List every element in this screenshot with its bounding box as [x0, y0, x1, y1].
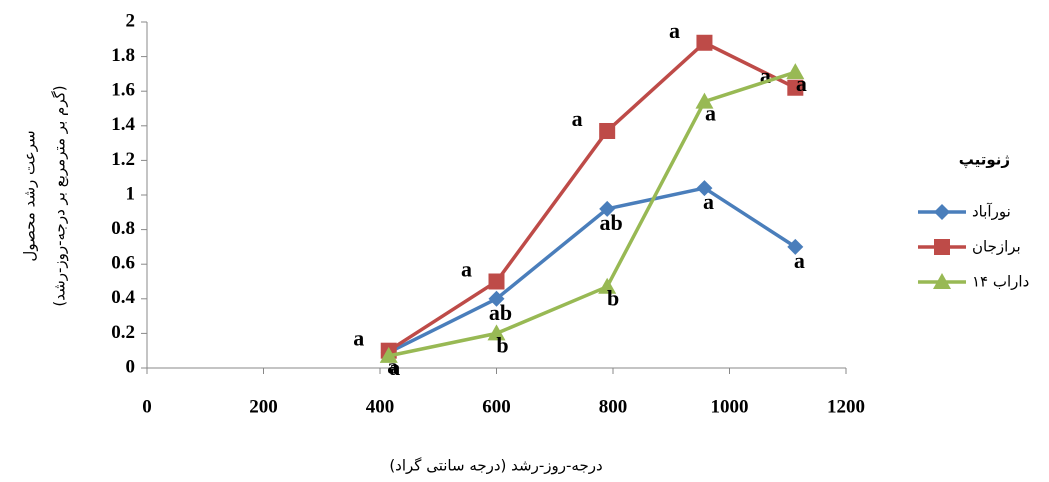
significance-letter: a	[705, 101, 716, 126]
point	[787, 79, 804, 96]
legend-label: نورآباد	[972, 203, 1011, 221]
point	[488, 290, 505, 307]
y-axis-label: سرعت رشد محصول	[21, 130, 39, 261]
significance-letter: ab	[600, 210, 623, 235]
significance-letter: b	[607, 286, 619, 311]
point	[696, 34, 713, 51]
significance-letter: a	[796, 71, 807, 96]
significance-letter: a	[669, 18, 680, 43]
x-tick-label: 1200	[827, 396, 865, 417]
significance-letter: a	[760, 63, 771, 88]
y-tick-label: 1.8	[111, 45, 135, 66]
y-tick-label: 1	[126, 183, 136, 204]
y-tick-label: 2	[126, 10, 136, 31]
point	[787, 238, 804, 255]
x-tick-label: 0	[142, 396, 152, 417]
x-tick-label: 800	[599, 396, 628, 417]
y-axis-label: (گرم بر مترمربع بر درجه-روز-رشد)	[51, 85, 69, 306]
point	[488, 273, 505, 290]
point	[786, 63, 805, 80]
point	[598, 277, 617, 294]
point	[487, 324, 506, 341]
y-tick-label: 0.6	[111, 253, 135, 274]
y-tick-label: 0	[126, 356, 136, 377]
point	[599, 122, 616, 139]
series-line	[387, 40, 797, 353]
point	[379, 346, 398, 363]
significance-letter: a	[353, 326, 364, 351]
legend-marker	[933, 273, 951, 289]
point	[599, 200, 616, 217]
point	[695, 92, 714, 109]
significance-letter: a	[461, 257, 472, 282]
legend-label: داراب ۱۴	[972, 273, 1029, 291]
y-tick-label: 0.8	[111, 218, 135, 239]
significance-letter: a	[389, 355, 400, 380]
x-axis-label: درجه-روز-رشد (درجه سانتی گراد)	[389, 457, 602, 475]
y-tick-label: 1.4	[111, 114, 135, 135]
x-tick-label: 600	[482, 396, 511, 417]
y-tick-label: 1.6	[111, 80, 135, 101]
y-tick-label: 0.2	[111, 322, 135, 343]
significance-letter: a	[387, 353, 398, 378]
point	[696, 180, 713, 197]
y-tick-label: 1.2	[111, 149, 135, 170]
legend-title: ژنوتیپ	[959, 151, 1010, 169]
significance-letter: a	[703, 189, 714, 214]
legend-marker	[934, 239, 950, 255]
y-tick-label: 0.4	[111, 287, 135, 308]
significance-letter: ab	[489, 300, 512, 325]
x-tick-label: 200	[249, 396, 278, 417]
series-line	[387, 186, 797, 354]
significance-letter: a	[572, 106, 583, 131]
significance-letter: b	[496, 332, 508, 357]
legend-marker	[934, 204, 950, 220]
x-tick-label: 1000	[711, 396, 749, 417]
x-tick-label: 400	[366, 396, 395, 417]
legend-label: برازجان	[972, 238, 1021, 256]
significance-letter: a	[794, 248, 805, 273]
